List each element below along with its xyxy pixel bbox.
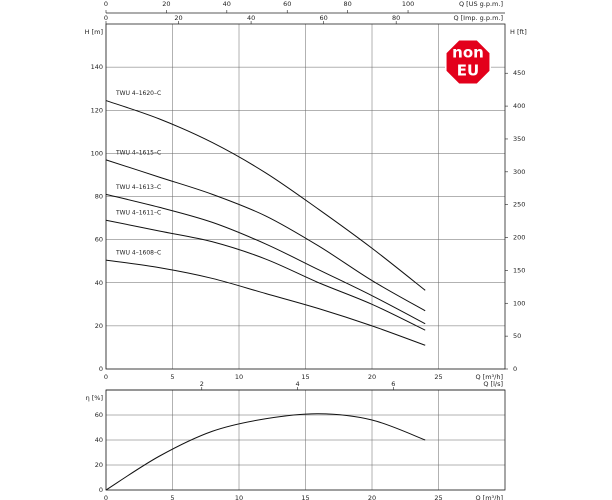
x-axis-label: Q [m³/h] bbox=[475, 373, 503, 381]
curve-label: TWU 4–1615–C bbox=[115, 149, 161, 156]
y2-tick-label: 300 bbox=[513, 168, 525, 176]
y-tick-label: 100 bbox=[91, 149, 103, 157]
y-tick-label: 80 bbox=[95, 193, 103, 201]
y2-tick-label: 450 bbox=[513, 69, 525, 77]
y-tick-label: 40 bbox=[95, 279, 103, 287]
y2-tick-label: 150 bbox=[513, 266, 525, 274]
x-tick-label: 5 bbox=[170, 373, 174, 381]
x-tick-label: 5 bbox=[170, 494, 174, 500]
curve-label: TWU 4–1620–C bbox=[115, 90, 161, 97]
top-tick-label: 2 bbox=[200, 380, 204, 388]
y-tick-label: 60 bbox=[95, 236, 103, 244]
x-tick-label: 25 bbox=[434, 373, 442, 381]
top-tick-label: 80 bbox=[392, 14, 400, 22]
y2-axis-label: H [ft] bbox=[510, 28, 527, 36]
curve-label: TWU 4–1611–C bbox=[115, 210, 161, 217]
y-axis-label: H [m] bbox=[85, 28, 103, 36]
top-tick-label: 20 bbox=[174, 14, 182, 22]
x-axis-label: Q [m³/h] bbox=[475, 494, 503, 500]
top-tick-label: 4 bbox=[295, 380, 299, 388]
top-tick-label: 20 bbox=[162, 0, 170, 8]
top-tick-label: 40 bbox=[247, 14, 255, 22]
x-tick-label: 0 bbox=[104, 373, 108, 381]
top-tick-label: 0 bbox=[104, 14, 108, 22]
y2-tick-label: 100 bbox=[513, 299, 525, 307]
curve bbox=[105, 219, 426, 331]
curve bbox=[105, 413, 426, 491]
x-tick-label: 25 bbox=[434, 494, 442, 500]
badge-text: non bbox=[452, 44, 484, 62]
top-axis-label: Q [US g.p.m.] bbox=[459, 0, 503, 8]
y2-tick-label: 50 bbox=[513, 332, 521, 340]
x-tick-label: 10 bbox=[235, 494, 243, 500]
y-tick-label: 20 bbox=[95, 322, 103, 330]
y-tick-label: 0 bbox=[99, 486, 103, 494]
x-tick-label: 15 bbox=[301, 373, 309, 381]
top-tick-label: 60 bbox=[319, 14, 327, 22]
x-tick-label: 20 bbox=[368, 494, 376, 500]
y-tick-label: 60 bbox=[95, 411, 103, 419]
top-axis-label: Q [l/s] bbox=[483, 380, 503, 388]
x-tick-label: 20 bbox=[368, 373, 376, 381]
y-tick-label: 140 bbox=[91, 63, 103, 71]
y-tick-label: 20 bbox=[95, 461, 103, 469]
top-tick-label: 0 bbox=[104, 0, 108, 8]
y2-tick-label: 250 bbox=[513, 201, 525, 209]
curve bbox=[105, 259, 426, 346]
x-tick-label: 15 bbox=[301, 494, 309, 500]
badge-text: EU bbox=[457, 62, 479, 80]
curve-label: TWU 4–1608–C bbox=[115, 250, 161, 257]
x-tick-label: 0 bbox=[104, 494, 108, 500]
badge-octagon bbox=[445, 39, 491, 85]
top-tick-label: 100 bbox=[402, 0, 414, 8]
y2-tick-label: 400 bbox=[513, 102, 525, 110]
curve-label: TWU 4–1613–C bbox=[115, 184, 161, 191]
curve bbox=[105, 100, 426, 291]
top-axis-label: Q [Imp. g.p.m.] bbox=[453, 14, 503, 22]
curve bbox=[105, 159, 426, 312]
y2-tick-label: 200 bbox=[513, 234, 525, 242]
y-tick-label: 120 bbox=[91, 106, 103, 114]
plot-frame bbox=[105, 23, 506, 370]
top-tick-label: 40 bbox=[223, 0, 231, 8]
y-tick-label: 0 bbox=[99, 365, 103, 373]
y-axis-label: η [%] bbox=[86, 394, 103, 402]
x-tick-label: 10 bbox=[235, 373, 243, 381]
y2-tick-label: 350 bbox=[513, 135, 525, 143]
y-tick-label: 40 bbox=[95, 436, 103, 444]
top-tick-label: 80 bbox=[343, 0, 351, 8]
top-tick-label: 6 bbox=[391, 380, 395, 388]
y2-tick-label: 0 bbox=[513, 365, 517, 373]
top-tick-label: 60 bbox=[283, 0, 291, 8]
curve bbox=[105, 193, 426, 325]
